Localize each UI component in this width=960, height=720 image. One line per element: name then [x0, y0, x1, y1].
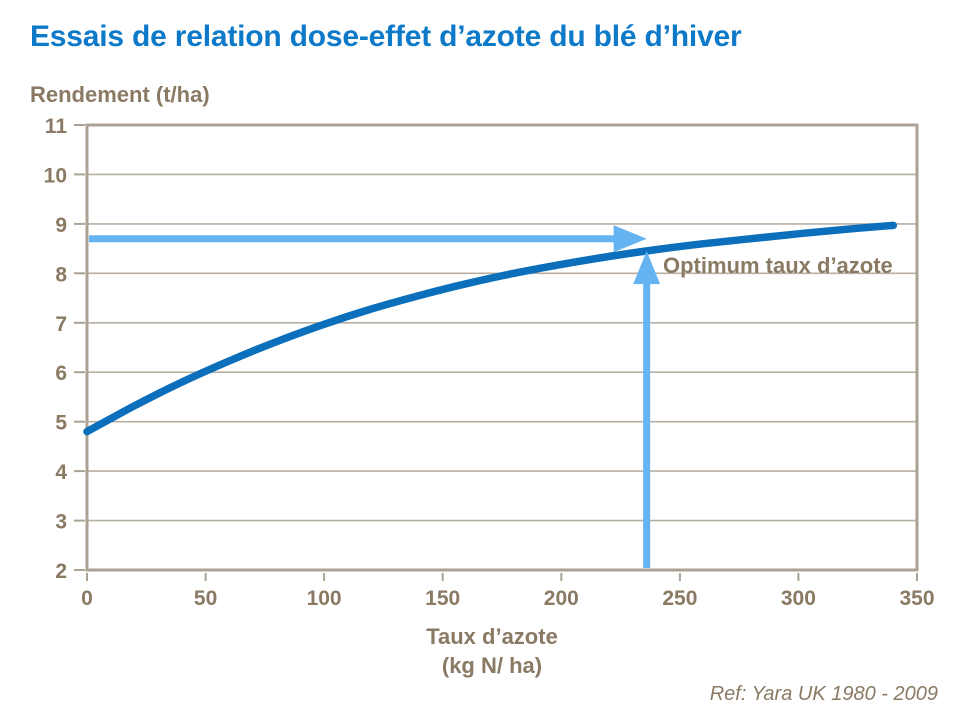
svg-text:2: 2 — [55, 560, 67, 583]
x-axis-title: Taux d’azote (kg N/ ha) — [342, 622, 642, 680]
svg-text:350: 350 — [899, 587, 934, 610]
svg-text:10: 10 — [44, 164, 67, 187]
svg-text:4: 4 — [55, 461, 67, 484]
reference-text: Ref: Yara UK 1980 - 2009 — [709, 683, 938, 705]
svg-text:300: 300 — [781, 587, 816, 610]
svg-text:6: 6 — [55, 362, 67, 385]
y-axis-title: Rendement (t/ha) — [30, 82, 210, 107]
svg-text:3: 3 — [55, 511, 67, 534]
svg-text:100: 100 — [307, 587, 342, 610]
optimum-annotation-label: Optimum taux d’azote — [663, 253, 893, 278]
svg-text:200: 200 — [544, 587, 579, 610]
svg-text:0: 0 — [81, 587, 93, 610]
svg-text:5: 5 — [55, 412, 67, 435]
svg-text:9: 9 — [55, 214, 67, 237]
svg-text:150: 150 — [425, 587, 460, 610]
x-axis-title-line2: (kg N/ ha) — [441, 653, 543, 678]
svg-text:250: 250 — [662, 587, 697, 610]
x-axis-title-line1: Taux d’azote — [426, 624, 558, 649]
chart-title: Essais de relation dose-effet d’azote du… — [30, 20, 742, 53]
svg-text:11: 11 — [45, 115, 68, 138]
svg-text:50: 50 — [194, 587, 217, 610]
svg-text:8: 8 — [55, 263, 67, 286]
svg-text:7: 7 — [55, 313, 67, 336]
